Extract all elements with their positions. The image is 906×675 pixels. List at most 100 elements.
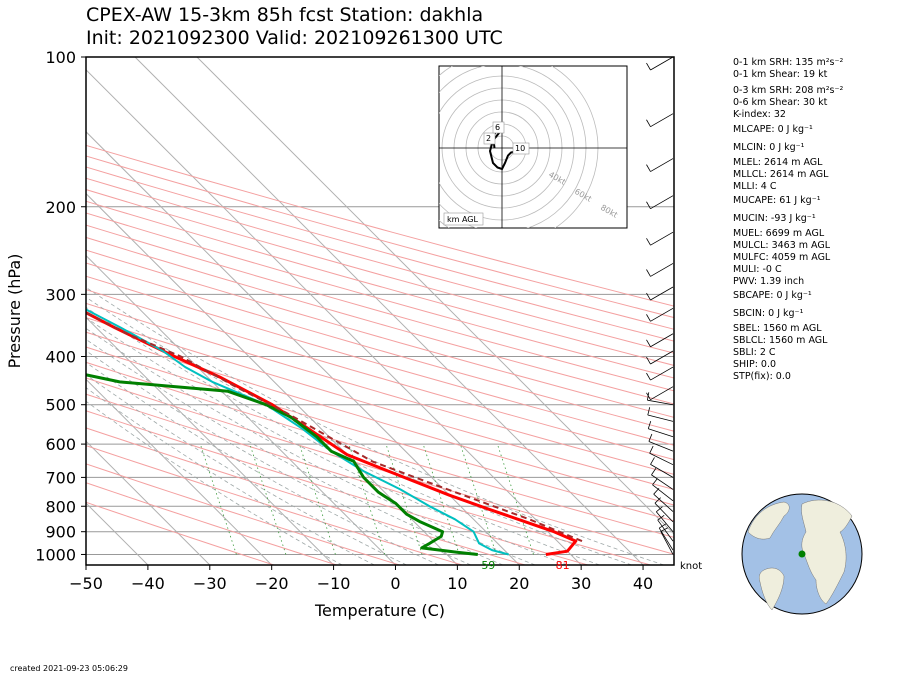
series-line-2 xyxy=(86,373,478,556)
index-line: SBLI: 2 C xyxy=(733,347,776,358)
wind-barb-flag xyxy=(646,356,651,365)
dry-adiabat xyxy=(86,177,674,342)
index-line: SBCAPE: 0 J kg⁻¹ xyxy=(733,290,812,301)
station-marker xyxy=(798,550,806,558)
wind-barb-flag xyxy=(651,468,657,476)
index-line: MUEL: 6699 m AGL xyxy=(733,228,825,239)
moist-adiabat xyxy=(86,362,439,565)
wind-barb xyxy=(652,484,674,502)
wind-barb-flag xyxy=(652,478,658,486)
hodograph-height-label: 10 xyxy=(515,144,525,153)
chart-title: CPEX-AW 15-3km 85h fcst Station: dakhla xyxy=(86,4,484,26)
dry-adiabat xyxy=(86,346,674,522)
x-tick-label: 30 xyxy=(571,574,591,593)
mixing-ratio-line xyxy=(348,443,386,555)
wind-barb-flag xyxy=(646,164,651,172)
dry-adiabat xyxy=(86,249,674,418)
series-line-3 xyxy=(86,311,583,543)
y-tick-label: 800 xyxy=(45,497,76,516)
hodograph-legend-label: km AGL xyxy=(447,215,479,224)
wind-barb xyxy=(650,307,674,322)
dry-adiabat xyxy=(86,302,674,475)
mixing-ratio-line xyxy=(459,443,497,555)
europe-africa-landmass xyxy=(801,499,853,605)
wind-barb-flag xyxy=(657,515,665,521)
mixing-ratio-line xyxy=(298,443,336,555)
wind-barb xyxy=(650,158,674,172)
moist-adiabat xyxy=(86,286,664,565)
wind-barb xyxy=(648,428,674,438)
wind-barb xyxy=(650,195,674,210)
dry-adiabat xyxy=(86,445,463,565)
wind-barb xyxy=(648,441,674,452)
north-america-landmass xyxy=(747,501,790,540)
moist-adiabat xyxy=(86,327,536,565)
index-line: MLLCL: 2614 m AGL xyxy=(733,169,829,180)
mixing-ratio-line xyxy=(497,443,534,555)
wind-barb-flag xyxy=(646,201,651,209)
x-tick-label: 10 xyxy=(447,574,467,593)
index-line: MLCIN: 0 J kg⁻¹ xyxy=(733,142,805,153)
wind-barb xyxy=(654,502,674,523)
index-line: MLLI: 4 C xyxy=(733,181,777,192)
y-tick-label: 400 xyxy=(45,348,76,367)
dry-adiabat xyxy=(86,166,674,330)
dry-adiabat xyxy=(86,331,674,506)
wind-units-label: knot xyxy=(680,561,702,572)
x-tick-label: −50 xyxy=(69,574,103,593)
surface-label-1: 81 xyxy=(556,559,570,572)
dry-adiabat xyxy=(86,224,674,392)
x-axis-label: Temperature (C) xyxy=(314,601,445,620)
hodograph-height-box xyxy=(483,132,496,145)
index-line: MUCIN: -93 J kg⁻¹ xyxy=(733,213,816,224)
index-line: MLCAPE: 0 J kg⁻¹ xyxy=(733,124,813,135)
globe-locator-map xyxy=(741,493,863,615)
wind-barb-flag xyxy=(647,392,650,401)
index-line: 0-3 km SRH: 208 m²s⁻² xyxy=(733,85,844,96)
wind-barb xyxy=(647,399,674,406)
wind-barb-flag xyxy=(647,407,651,416)
y-tick-label: 700 xyxy=(45,468,76,487)
dry-adiabat xyxy=(86,236,674,405)
index-line: 0-1 km Shear: 19 kt xyxy=(733,69,828,80)
index-line: MUCAPE: 61 J kg⁻¹ xyxy=(733,195,821,206)
index-line: 0-1 km SRH: 135 m²s⁻² xyxy=(733,57,844,68)
wind-barb-flag xyxy=(646,238,651,246)
wind-barb-flag xyxy=(654,497,661,504)
hodograph-height-box xyxy=(492,121,505,134)
y-axis-label: Pressure (hPa) xyxy=(5,254,24,369)
dry-adiabat xyxy=(86,144,674,307)
index-line: MULI: -0 C xyxy=(733,264,782,275)
isotherm xyxy=(196,57,674,535)
index-line: 0-6 km Shear: 30 kt xyxy=(733,97,828,108)
chart-subtitle: Init: 2021092300 Valid: 202109261300 UTC xyxy=(86,27,503,49)
index-line: STP(fix): 0.0 xyxy=(733,371,791,382)
dry-adiabat xyxy=(86,289,674,461)
wind-barb xyxy=(649,452,674,466)
moist-adiabat xyxy=(86,400,343,565)
wind-barb-flag xyxy=(647,421,652,429)
wind-barb xyxy=(650,386,674,401)
wind-barb xyxy=(650,464,674,478)
index-line: MULCL: 3463 m AGL xyxy=(733,240,831,251)
wind-barb xyxy=(650,231,674,246)
hodograph-height-label: 2 xyxy=(486,134,491,143)
y-tick-label: 900 xyxy=(45,523,76,542)
moist-adiabat xyxy=(86,306,600,565)
moist-adiabat xyxy=(86,338,504,565)
wind-barb-flag xyxy=(648,433,653,442)
dry-adiabat xyxy=(86,155,674,319)
moist-adiabat xyxy=(86,387,375,565)
isotherm xyxy=(86,131,520,565)
mixing-ratio-line xyxy=(385,443,423,555)
dry-adiabat xyxy=(86,482,337,565)
index-line: SHIP: 0.0 xyxy=(733,359,777,370)
wind-barb xyxy=(660,531,674,555)
wind-barb xyxy=(658,527,674,551)
index-line: SBLCL: 1560 m AGL xyxy=(733,335,828,346)
wind-barb-flag xyxy=(659,523,667,529)
x-tick-label: −10 xyxy=(317,574,351,593)
index-line: SBEL: 1560 m AGL xyxy=(733,323,822,334)
hodograph-box xyxy=(438,65,628,229)
